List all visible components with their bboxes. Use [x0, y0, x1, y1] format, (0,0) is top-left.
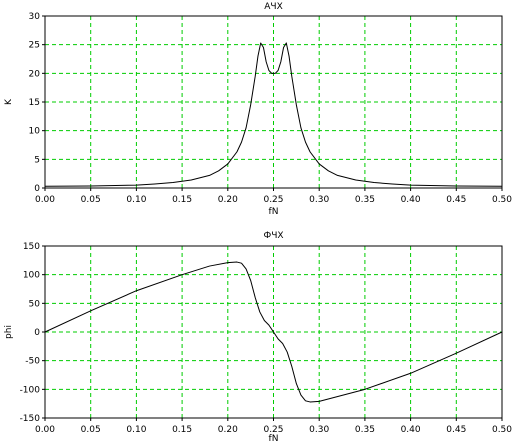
amplitude-y-tick-label: 25	[29, 41, 40, 51]
phase-x-tick-label: 0.10	[126, 425, 146, 435]
amplitude-x-tick-label: 0.30	[309, 195, 329, 205]
amplitude-x-tick-label: 0.25	[263, 195, 283, 205]
amplitude-y-tick-label: 30	[29, 12, 41, 22]
phase-x-tick-label: 0.05	[81, 425, 101, 435]
amplitude-x-tick-label: 0.50	[492, 195, 512, 205]
amplitude-x-tick-label: 0.10	[126, 195, 146, 205]
amplitude-x-tick-label: 0.45	[446, 195, 466, 205]
phase-response-chart: 0.00 0.05 0.10 0.15 0.20 0.25 0.30 0.35 0.40 0.45…	[4, 231, 512, 444]
amplitude-x-tick-label: 0.20	[218, 195, 238, 205]
amplitude-y-tick-label: 20	[29, 69, 41, 79]
phase-x-tick-label: 0.20	[218, 425, 238, 435]
phase-x-tick-label: 0.25	[263, 425, 283, 435]
phase-x-axis-label: fN	[269, 434, 279, 444]
amplitude-x-axis-label: fN	[269, 207, 279, 217]
phase-x-tick-label: 0.45	[446, 425, 466, 435]
amplitude-y-tick-label: 5	[34, 155, 40, 165]
amplitude-chart-title: АЧХ	[264, 2, 283, 12]
phase-y-tick-label: 0	[34, 328, 40, 338]
amplitude-series-line	[44, 42, 503, 187]
phase-x-tick-label: 0.15	[172, 425, 192, 435]
amplitude-y-tick-label: 10	[29, 127, 41, 137]
phase-x-tick-label: 0.50	[492, 425, 512, 435]
amplitude-plot-frame	[44, 15, 503, 189]
phase-y-tick-label: 50	[29, 299, 41, 309]
phase-y-tick-label: 100	[23, 271, 40, 281]
amplitude-y-tick-label: 15	[29, 98, 40, 108]
phase-x-tick-label: 0.30	[309, 425, 329, 435]
amplitude-x-tick-label: 0.15	[172, 195, 192, 205]
amplitude-y-tick-label: 0	[34, 184, 40, 194]
phase-y-axis-label: phi	[4, 325, 14, 339]
amplitude-x-tick-label: 0.00	[35, 195, 55, 205]
amplitude-y-axis-label: K	[4, 98, 14, 105]
phase-y-tick-label: -150	[20, 414, 41, 424]
phase-chart-title: ФЧХ	[263, 231, 283, 241]
phase-y-tick-label: 150	[23, 242, 40, 252]
amplitude-x-tick-label: 0.35	[355, 195, 375, 205]
phase-x-tick-label: 0.00	[35, 425, 55, 435]
amplitude-response-chart: 0.00 0.05 0.10 0.15 0.20 0.25 0.30 0.35 0.40 0.45…	[4, 2, 512, 217]
phase-y-tick-label: -100	[20, 385, 41, 395]
amplitude-x-tick-label: 0.40	[401, 195, 421, 205]
phase-y-tick-label: -50	[25, 357, 40, 367]
amplitude-x-tick-label: 0.05	[81, 195, 101, 205]
phase-x-tick-label: 0.40	[401, 425, 421, 435]
phase-series-line	[44, 261, 503, 403]
phase-x-tick-label: 0.35	[355, 425, 375, 435]
